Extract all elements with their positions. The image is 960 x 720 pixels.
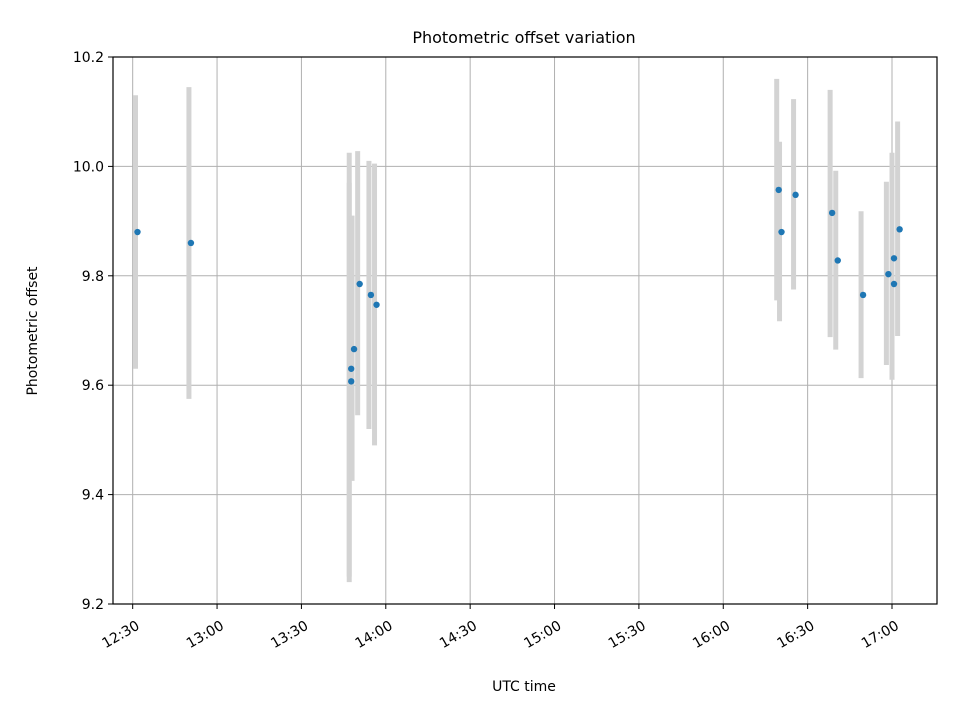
data-point xyxy=(367,291,375,299)
data-point xyxy=(792,191,799,199)
data-point xyxy=(187,239,195,247)
x-axis-label: UTC time xyxy=(492,679,556,695)
grid xyxy=(113,56,937,605)
y-tick-label: 9.4 xyxy=(82,488,104,504)
data-point xyxy=(778,228,785,236)
y-tick-label: 9.8 xyxy=(82,269,104,285)
data-point xyxy=(885,270,892,278)
data-point xyxy=(348,365,355,372)
data-point xyxy=(834,257,841,264)
data-point xyxy=(890,280,898,288)
y-tick-label: 9.2 xyxy=(82,597,104,613)
data-points xyxy=(134,186,903,385)
data-point xyxy=(350,345,358,353)
chart-title: Photometric offset variation xyxy=(412,28,635,47)
data-point xyxy=(373,301,380,308)
data-point xyxy=(859,291,867,299)
data-point xyxy=(828,209,836,217)
y-tick-label: 10.2 xyxy=(73,50,104,66)
y-axis-label: Photometric offset xyxy=(25,266,41,396)
data-point xyxy=(775,186,782,194)
plot-background xyxy=(113,57,937,604)
data-point xyxy=(896,226,903,233)
data-point xyxy=(356,280,363,288)
data-point xyxy=(134,228,141,236)
data-point xyxy=(348,378,355,385)
y-tick-label: 9.6 xyxy=(82,378,104,394)
plot-area xyxy=(112,56,938,605)
y-tick-label: 10.0 xyxy=(73,159,104,175)
data-point xyxy=(890,255,898,262)
plot-frame xyxy=(112,56,938,605)
y-axis: 9.2 9.4 9.6 9.8 10.0 10.2 xyxy=(73,50,113,613)
